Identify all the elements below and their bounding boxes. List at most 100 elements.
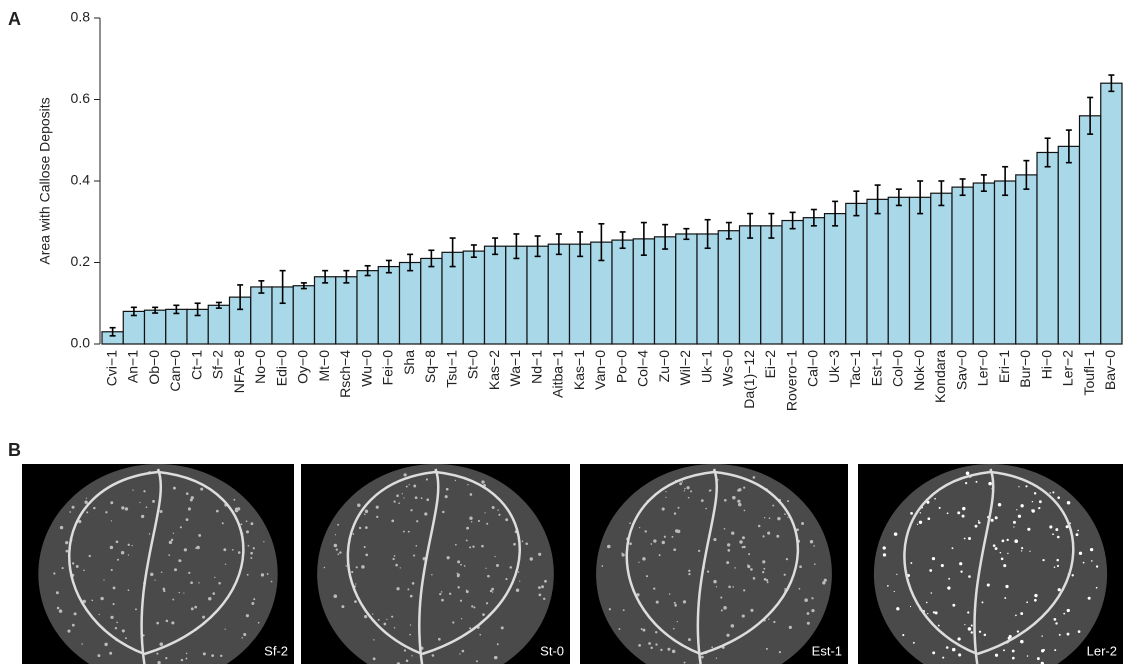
speck — [958, 653, 961, 656]
speck — [648, 642, 651, 645]
speck — [724, 528, 726, 530]
speck — [413, 485, 416, 488]
speck — [667, 648, 670, 651]
speck — [966, 472, 970, 476]
speck — [83, 569, 85, 571]
speck — [171, 621, 174, 624]
speck — [543, 598, 545, 600]
speck — [334, 594, 338, 598]
speck — [364, 513, 366, 515]
speck — [727, 543, 730, 546]
speck — [69, 511, 71, 513]
speck — [174, 568, 177, 571]
speck — [1014, 539, 1018, 543]
speck — [705, 508, 707, 510]
bar — [761, 226, 782, 344]
speck — [250, 552, 253, 555]
speck — [987, 583, 990, 586]
bar — [1101, 83, 1122, 344]
bar — [570, 244, 591, 344]
speck — [186, 518, 189, 521]
speck — [426, 498, 429, 501]
speck — [156, 622, 159, 625]
speck — [1012, 657, 1015, 660]
speck — [687, 486, 690, 489]
speck — [1042, 559, 1044, 561]
speck — [466, 540, 468, 542]
x-tick-label: St−0 — [465, 350, 481, 379]
speck — [391, 616, 393, 618]
speck — [690, 490, 692, 492]
x-tick-label: Eri−1 — [996, 350, 1012, 383]
bar — [506, 246, 527, 344]
speck — [168, 554, 170, 556]
speck — [469, 546, 471, 548]
speck — [212, 592, 215, 595]
speck — [939, 507, 941, 509]
speck — [466, 590, 467, 591]
speck — [496, 564, 499, 567]
speck — [679, 482, 682, 485]
speck — [952, 648, 956, 652]
speck — [933, 611, 935, 613]
x-tick-label: Toufl−1 — [1081, 350, 1097, 396]
x-tick-label: Kas−1 — [571, 350, 587, 390]
speck — [707, 571, 709, 573]
bar — [931, 193, 952, 344]
speck — [750, 568, 753, 571]
speck — [150, 573, 153, 576]
speck — [449, 593, 451, 595]
speck — [1054, 566, 1056, 568]
speck — [762, 535, 764, 537]
speck — [128, 544, 130, 546]
speck — [1027, 528, 1030, 531]
speck — [198, 534, 201, 537]
speck — [1025, 485, 1027, 487]
speck — [271, 581, 273, 583]
speck — [711, 646, 713, 648]
speck — [811, 609, 814, 612]
bar — [803, 218, 824, 344]
micrographs: Sf-2St-0Est-1Ler-2 — [22, 464, 1123, 664]
speck — [110, 546, 113, 549]
speck — [403, 473, 406, 476]
speck — [623, 609, 625, 611]
speck — [638, 644, 641, 647]
speck — [485, 568, 486, 569]
speck — [979, 631, 981, 633]
speck — [1078, 630, 1081, 633]
speck — [995, 547, 998, 550]
speck — [178, 559, 181, 562]
bar — [548, 244, 569, 344]
speck — [203, 652, 206, 655]
speck — [982, 601, 984, 603]
speck — [267, 573, 269, 575]
y-tick-label: 0.8 — [71, 9, 91, 25]
speck — [376, 516, 378, 518]
speck — [122, 629, 125, 632]
speck — [887, 585, 889, 587]
bar — [910, 197, 931, 344]
speck — [464, 565, 466, 567]
speck — [492, 506, 495, 509]
speck — [143, 490, 145, 492]
speck — [335, 534, 336, 535]
speck — [393, 501, 395, 503]
speck — [359, 527, 361, 529]
speck — [461, 618, 462, 619]
speck — [742, 614, 745, 617]
speck — [1004, 597, 1006, 599]
speck — [115, 627, 117, 629]
speck — [408, 531, 410, 533]
speck — [438, 638, 441, 641]
speck — [1016, 509, 1017, 510]
speck — [235, 509, 239, 513]
speck — [218, 582, 221, 585]
x-tick-label: Nok−0 — [911, 350, 927, 391]
speck — [917, 524, 918, 525]
speck — [732, 496, 736, 500]
speck — [415, 496, 418, 499]
x-tick-label: Zu−0 — [656, 350, 672, 383]
speck — [211, 654, 214, 657]
speck — [724, 499, 727, 502]
